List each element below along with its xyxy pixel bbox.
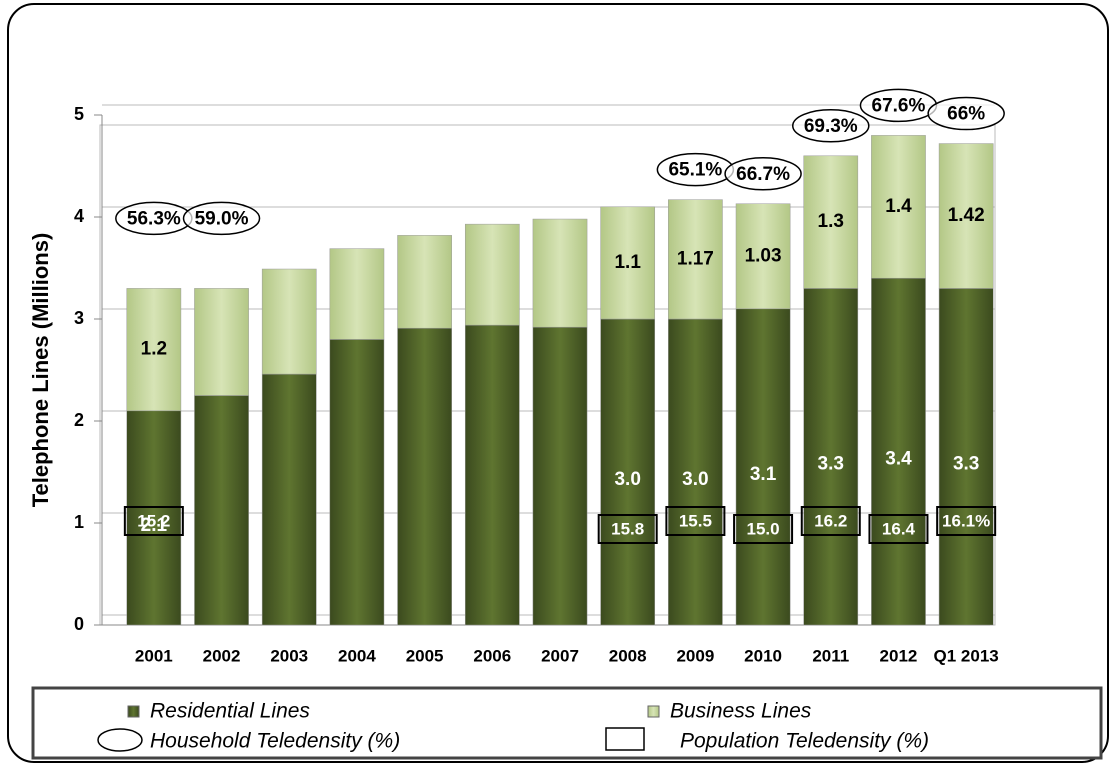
y-tick-label: 2	[74, 410, 84, 430]
bar-segment	[803, 288, 859, 626]
legend-label: Population Teledensity (%)	[680, 730, 929, 753]
household-marker	[792, 109, 870, 143]
legend-swatch	[97, 728, 143, 752]
x-tick-label: Q1 2013	[934, 646, 999, 665]
household-label: 56.3%	[127, 208, 181, 229]
bar-segment	[464, 223, 520, 326]
x-tick-label: 2001	[135, 646, 173, 665]
legend-swatch	[127, 705, 140, 718]
population-marker	[800, 506, 861, 536]
bar-segment	[126, 288, 182, 412]
x-tick-label: 2004	[338, 646, 376, 665]
population-marker	[936, 506, 997, 536]
data-label: 1.17	[677, 248, 714, 269]
bar-segment	[938, 143, 994, 289]
x-tick-label: 2011	[812, 646, 849, 665]
household-marker	[724, 156, 802, 191]
bar-segment	[397, 327, 452, 626]
frame	[7, 3, 1109, 763]
bar-segment	[668, 318, 723, 626]
bar-segment	[532, 218, 588, 328]
bar-segment	[668, 199, 723, 320]
x-tick-label: 2008	[609, 646, 647, 665]
population-label: 15.2	[137, 511, 170, 530]
legend-label: Business Lines	[670, 700, 812, 723]
bar-segment	[871, 135, 926, 279]
x-tick-label: 2005	[406, 646, 444, 665]
data-label: 1.03	[745, 245, 782, 266]
data-label: 3.1	[750, 464, 777, 485]
legend-swatch	[605, 727, 645, 751]
bar-segment	[600, 206, 656, 320]
bar-segment	[600, 318, 656, 626]
legend-swatch	[647, 705, 660, 718]
population-label: 16.1%	[942, 511, 990, 530]
population-label: 16.4	[882, 519, 916, 538]
x-tick-label: 2006	[473, 646, 511, 665]
household-marker	[182, 201, 261, 236]
x-tick-label: 2010	[744, 646, 782, 665]
data-label: 1.42	[948, 205, 985, 226]
x-tick-label: 2009	[676, 646, 714, 665]
y-tick-label: 4	[74, 206, 84, 226]
data-label: 1.4	[885, 196, 912, 217]
bar-segment	[194, 288, 249, 396]
household-label: 66.7%	[736, 164, 790, 185]
population-marker	[665, 506, 726, 536]
data-label: 1.2	[141, 339, 167, 360]
household-label: 67.6%	[872, 95, 926, 116]
bar-segment	[126, 410, 182, 626]
bar-segment	[735, 308, 791, 626]
data-label: 3.0	[682, 469, 708, 490]
x-tick-label: 2012	[880, 646, 918, 665]
population-label: 15.0	[747, 519, 780, 538]
y-tick-label: 0	[74, 614, 84, 634]
household-marker	[927, 96, 1005, 131]
population-marker	[868, 514, 929, 544]
bar-segment	[938, 288, 994, 626]
population-label: 16.2	[814, 511, 847, 530]
household-label: 66%	[947, 104, 985, 125]
bar-segment	[261, 268, 317, 375]
population-label: 15.5	[679, 511, 712, 530]
data-label: 2.1	[141, 515, 168, 536]
population-marker	[123, 506, 184, 536]
bar-segment	[261, 373, 317, 626]
x-tick-label: 2002	[203, 646, 241, 665]
household-label: 59.0%	[195, 208, 249, 229]
y-tick-label: 3	[74, 308, 84, 328]
x-tick-label: 2007	[541, 646, 579, 665]
data-label: 1.3	[818, 211, 844, 232]
bar-segment	[532, 326, 588, 626]
household-label: 69.3%	[804, 116, 858, 137]
bar-segment	[397, 235, 452, 329]
bar-segment	[803, 155, 859, 289]
population-marker	[733, 514, 794, 544]
data-label: 3.0	[614, 469, 640, 490]
data-label: 3.3	[818, 454, 844, 475]
data-label: 3.3	[953, 454, 979, 475]
bar-segment	[329, 339, 385, 626]
y-tick-label: 1	[74, 512, 84, 532]
household-label: 65.1%	[668, 160, 722, 181]
data-label: 3.4	[885, 449, 912, 470]
population-marker	[597, 514, 658, 544]
population-label: 15.8	[611, 519, 644, 538]
y-axis-title: Telephone Lines (Millions)	[28, 233, 53, 508]
legend-label: Residential Lines	[150, 700, 310, 723]
legend	[31, 686, 1103, 760]
data-label: 1.1	[614, 252, 641, 273]
bar-segment	[329, 248, 385, 340]
bar-segment	[871, 277, 926, 626]
bar-segment	[735, 203, 791, 310]
bar-segment	[464, 324, 520, 626]
x-tick-label: 2003	[270, 646, 308, 665]
y-tick-label: 5	[74, 104, 84, 124]
bar-segment	[194, 395, 249, 626]
legend-label: Household Teledensity (%)	[150, 730, 400, 753]
